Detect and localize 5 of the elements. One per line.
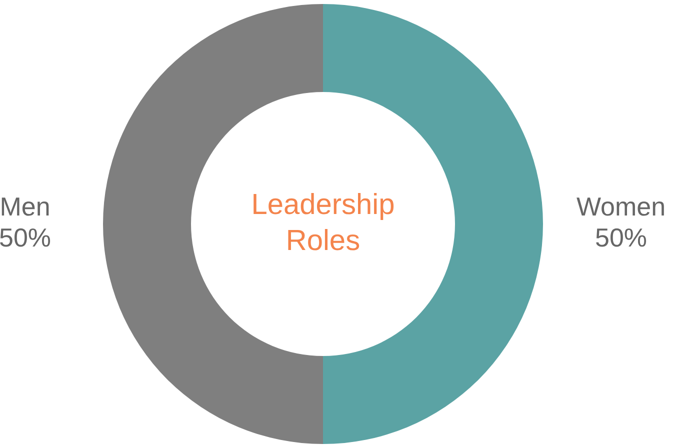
data-label: 50%: [0, 222, 52, 253]
slice-label: Women: [576, 192, 666, 222]
slice-label: Men: [0, 192, 50, 222]
text: Leadership Roles: [251, 189, 395, 257]
data-label: 50%: [594, 222, 648, 253]
